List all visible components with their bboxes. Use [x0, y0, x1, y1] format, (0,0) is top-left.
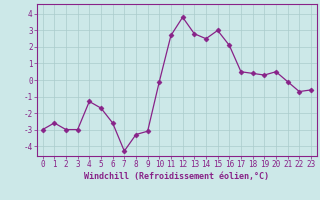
X-axis label: Windchill (Refroidissement éolien,°C): Windchill (Refroidissement éolien,°C)	[84, 172, 269, 181]
